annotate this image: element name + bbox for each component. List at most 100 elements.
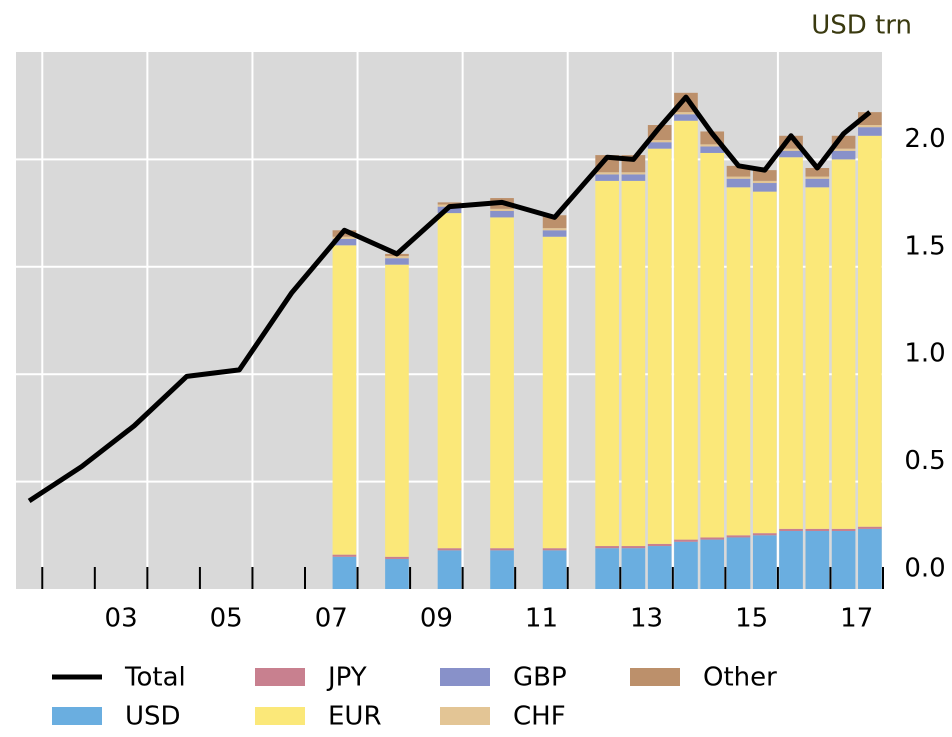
bar-segment xyxy=(621,174,646,181)
x-tick-label: 05 xyxy=(210,604,243,634)
bar-segment xyxy=(858,528,882,589)
bar-segment xyxy=(490,550,514,589)
bar-segment xyxy=(542,548,567,551)
bar-segment xyxy=(700,537,725,540)
y-tick-label: 0.5 xyxy=(904,446,945,476)
legend-swatch xyxy=(255,707,305,725)
bar-segment xyxy=(621,172,646,175)
bar-segment xyxy=(595,172,619,175)
bar-segment xyxy=(647,148,672,544)
bar-segment xyxy=(595,174,619,181)
y-tick-label: 0.0 xyxy=(904,554,945,584)
bar-segment xyxy=(595,548,619,589)
bar-segment xyxy=(726,537,751,589)
bar-segment xyxy=(831,531,856,589)
x-tick-label: 09 xyxy=(420,604,453,634)
x-tick-label: 13 xyxy=(630,604,663,634)
bar-segment xyxy=(595,180,619,547)
bar-segment xyxy=(647,546,672,589)
x-tick-label: 15 xyxy=(735,604,768,634)
bar-segment xyxy=(542,230,567,237)
bar-segment xyxy=(700,146,725,153)
x-tick-label: 07 xyxy=(315,604,348,634)
bar-segment xyxy=(437,213,462,549)
y-tick-label: 1.0 xyxy=(904,339,945,369)
bar-segment xyxy=(542,215,567,229)
bar-segment xyxy=(779,148,803,151)
x-tick-label: 17 xyxy=(840,604,873,634)
bar-segment xyxy=(595,546,619,549)
bar-segment xyxy=(726,187,751,536)
bar-segment xyxy=(490,548,514,551)
bar-segment xyxy=(647,140,672,143)
bar-segment xyxy=(805,528,830,532)
bar-segment xyxy=(858,125,882,128)
bar-segment xyxy=(621,180,646,547)
bar-segment xyxy=(805,176,830,179)
legend-swatch xyxy=(440,707,490,725)
bar-segment xyxy=(385,256,409,259)
bar-segment xyxy=(490,217,514,549)
legend-label: Other xyxy=(703,663,777,693)
bar-segment xyxy=(831,148,856,151)
bar-segment xyxy=(700,144,725,147)
bar-segment xyxy=(674,120,698,540)
bar-segment xyxy=(858,135,882,527)
bar-segment xyxy=(332,245,357,555)
bar-segment xyxy=(437,550,462,589)
bar-segment xyxy=(674,539,698,542)
legend-swatch xyxy=(630,668,680,686)
bar-segment xyxy=(779,528,803,532)
x-tick-label: 03 xyxy=(105,604,138,634)
bar-segment xyxy=(831,150,856,160)
bar-segment xyxy=(805,167,830,177)
bar-segment xyxy=(700,152,725,538)
legend-label: JPY xyxy=(326,663,367,693)
bar-segment xyxy=(674,114,698,121)
bar-segment xyxy=(542,228,567,231)
bar-segment xyxy=(726,535,751,538)
bar-segment xyxy=(332,236,357,239)
bar-segment xyxy=(752,535,777,589)
bar-segment xyxy=(621,546,646,549)
bar-segment xyxy=(726,178,751,188)
legend-swatch xyxy=(440,668,490,686)
bar-segment xyxy=(752,191,777,534)
bar-segment xyxy=(385,258,409,265)
bar-segment xyxy=(332,556,357,589)
bar-segment xyxy=(805,531,830,589)
bar-segment xyxy=(674,541,698,589)
bar-segment xyxy=(805,178,830,188)
bar-segment xyxy=(858,526,882,529)
bar-segment xyxy=(385,264,409,557)
line xyxy=(27,94,872,504)
bar-segment xyxy=(647,142,672,149)
y-tick-label: 2.0 xyxy=(904,124,945,154)
bar-segment xyxy=(647,543,672,547)
bar-segment xyxy=(779,150,803,158)
bar-segment xyxy=(779,531,803,589)
bar-segment xyxy=(385,556,409,559)
legend-label: EUR xyxy=(328,702,382,732)
bar-segment xyxy=(621,548,646,589)
unit-label: USD trn xyxy=(811,11,912,41)
legend-label: USD xyxy=(125,702,181,732)
legend-swatch xyxy=(255,668,305,686)
bar-segment xyxy=(332,238,357,246)
bar-segment xyxy=(437,202,462,205)
bar-segment xyxy=(726,165,751,177)
bar-segment xyxy=(700,539,725,589)
bar-segment xyxy=(805,187,830,529)
bar-segment xyxy=(858,127,882,136)
bar-segment xyxy=(490,208,514,211)
bar-segment xyxy=(752,180,777,184)
legend-label: GBP xyxy=(513,663,567,693)
bar-segment xyxy=(752,170,777,181)
bar-segment xyxy=(332,554,357,557)
bar-segment xyxy=(831,528,856,532)
bar-segment xyxy=(752,533,777,536)
bar-segment xyxy=(542,550,567,589)
bar-segment xyxy=(542,236,567,549)
